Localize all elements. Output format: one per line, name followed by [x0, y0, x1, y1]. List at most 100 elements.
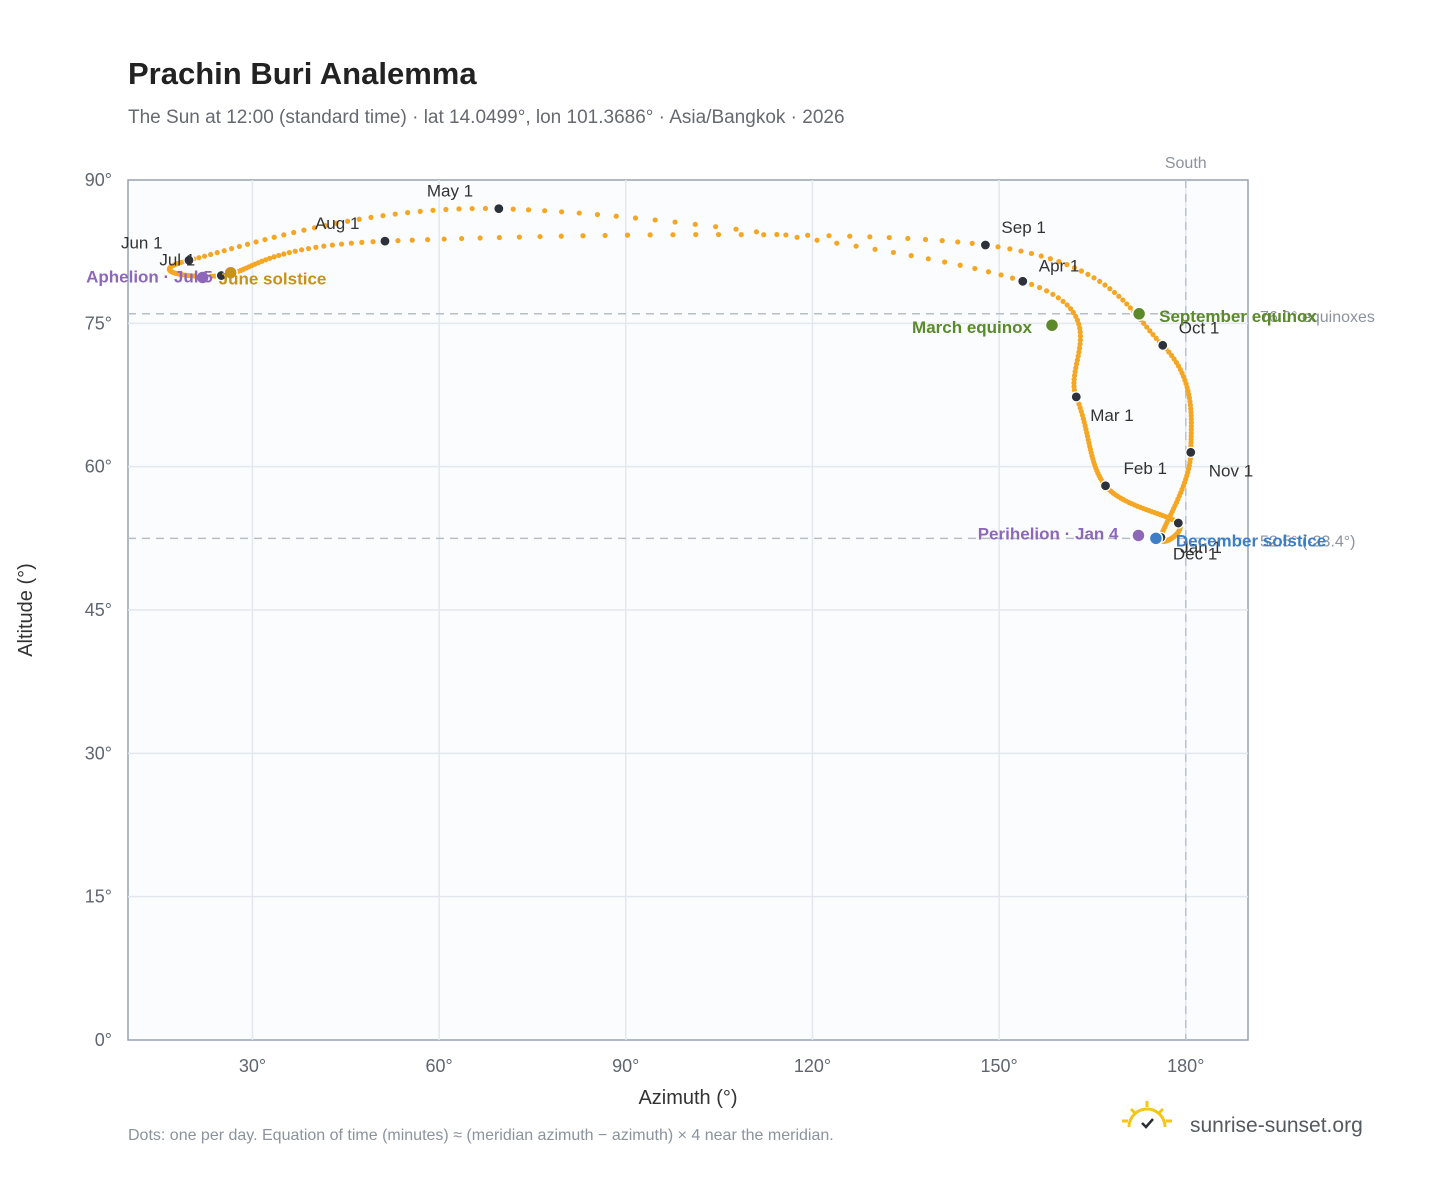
daily-dot — [1120, 297, 1126, 303]
daily-dot — [1072, 369, 1078, 375]
daily-dot — [1064, 262, 1070, 268]
month-marker — [1099, 480, 1112, 492]
x-tick-label: 120° — [794, 1056, 831, 1076]
daily-dot — [395, 238, 401, 244]
daily-dot — [955, 239, 961, 245]
altitude-reference-label: 52.5° (-23.4°) — [1260, 533, 1356, 550]
month-marker — [1157, 339, 1169, 351]
daily-dot — [1044, 288, 1050, 294]
month-marker — [1017, 275, 1029, 287]
daily-dot — [263, 257, 269, 263]
x-tick-label: 150° — [980, 1056, 1017, 1076]
event-markers: March equinox September equinox June solst… — [86, 265, 1326, 550]
month-label: Aug 1 — [315, 214, 359, 233]
daily-dot — [441, 236, 447, 242]
event-marker — [1131, 528, 1146, 543]
daily-dot — [738, 232, 744, 238]
event-label: Aphelion · Jul 5 — [86, 267, 213, 286]
daily-dot — [262, 236, 268, 243]
daily-dot — [998, 272, 1004, 278]
daily-dot — [774, 231, 780, 238]
daily-dot — [221, 248, 227, 254]
daily-dot — [995, 244, 1001, 250]
daily-dot — [409, 237, 415, 243]
daily-dot — [1007, 246, 1013, 252]
daily-dot — [647, 232, 653, 238]
daily-dot — [1047, 256, 1053, 262]
daily-dot — [872, 246, 878, 252]
daily-dot — [972, 265, 978, 272]
daily-dot — [1071, 265, 1078, 271]
month-label: Jul 1 — [159, 251, 195, 270]
sun-logo-icon — [1122, 1101, 1172, 1129]
daily-dot — [271, 234, 277, 240]
daily-dot — [1064, 302, 1070, 308]
daily-dot — [783, 232, 789, 238]
daily-dot — [1060, 298, 1066, 304]
daily-dot — [1076, 345, 1083, 351]
month-marker — [1070, 391, 1082, 403]
daily-dot — [1073, 365, 1079, 371]
y-tick-label: 60° — [85, 457, 112, 477]
month-marker — [493, 203, 505, 215]
daily-dot — [368, 214, 374, 220]
month-marker — [379, 235, 391, 247]
daily-dot — [1070, 309, 1077, 316]
daily-dot — [1097, 278, 1103, 284]
daily-dot — [1075, 353, 1081, 359]
daily-dot — [208, 251, 214, 258]
daily-dot — [370, 239, 376, 245]
daily-dot — [1153, 335, 1159, 341]
daily-dot — [477, 235, 483, 241]
daily-dot — [417, 208, 423, 214]
daily-dot — [826, 233, 832, 239]
daily-dot — [1028, 281, 1035, 287]
daily-dot — [1071, 383, 1077, 390]
daily-dot — [925, 256, 931, 262]
event-marker — [195, 270, 210, 285]
daily-dot — [510, 206, 516, 212]
daily-dot — [1009, 275, 1016, 281]
daily-dot — [496, 234, 502, 241]
daily-dot — [1077, 333, 1084, 339]
daily-dot — [253, 239, 259, 245]
daily-dot — [321, 243, 327, 249]
chart-subtitle: The Sun at 12:00 (standard time) · lat 1… — [128, 107, 845, 128]
daily-dot — [1150, 331, 1156, 338]
month-marker — [183, 254, 195, 266]
daily-dot — [322, 222, 328, 229]
daily-dot — [558, 233, 564, 239]
daily-dot — [1141, 320, 1147, 326]
daily-dot — [459, 235, 465, 242]
month-label: Mar 1 — [1090, 406, 1133, 425]
daily-dot — [985, 269, 992, 275]
y-tick-label: 45° — [85, 600, 112, 620]
daily-dot — [405, 210, 411, 216]
event-label: December solstice — [1176, 531, 1326, 550]
daily-dot — [761, 232, 767, 238]
daily-dot — [305, 245, 312, 252]
y-axis-label: Altitude (°) — [15, 563, 37, 657]
daily-dot — [214, 250, 220, 256]
daily-dot — [1127, 305, 1133, 311]
daily-dot — [228, 246, 235, 252]
event-marker — [223, 265, 238, 280]
daily-dot — [1076, 349, 1082, 355]
daily-dot — [196, 255, 202, 261]
event-marker — [1131, 306, 1147, 322]
daily-dot — [969, 240, 975, 246]
daily-dot — [715, 231, 722, 238]
event-label: March equinox — [912, 318, 1033, 337]
daily-dot — [525, 207, 532, 213]
daily-dot — [542, 208, 548, 214]
daily-dot — [236, 243, 242, 250]
daily-dot — [244, 241, 251, 247]
altitude-reference-label: 76.0° equinoxes — [1260, 309, 1375, 326]
daily-dot — [1076, 321, 1082, 327]
daily-dot — [613, 213, 619, 219]
daily-dot — [670, 232, 676, 238]
event-label: June solstice — [219, 270, 327, 289]
tick-labels: 30° 60° 90° 120° 150° 180° 0° 15° 30° 45° 60° 75° 90… — [85, 170, 1205, 1076]
daily-dot — [1073, 361, 1080, 367]
